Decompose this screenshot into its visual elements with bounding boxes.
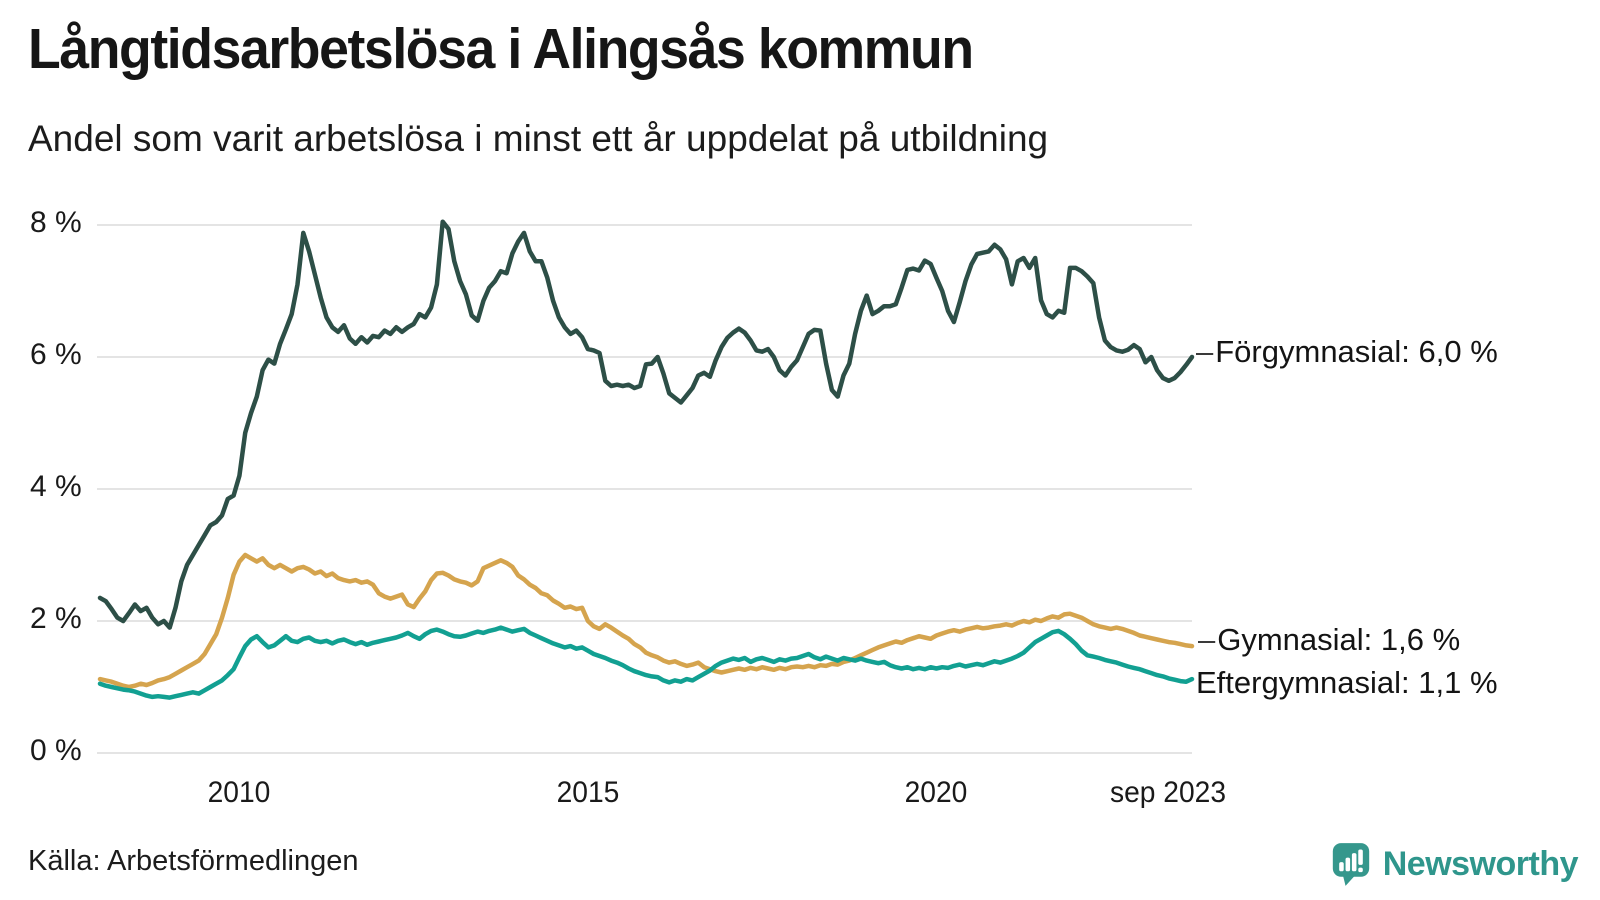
series-end-label-text: Förgymnasial: 6,0 % <box>1215 334 1498 369</box>
series-end-label-forgymnasial: –Förgymnasial: 6,0 % <box>1196 334 1498 370</box>
series-end-label-eftergymnasial: Eftergymnasial: 1,1 % <box>1194 665 1498 701</box>
series-line-förgymnasial <box>97 219 1195 630</box>
y-axis-tick-label: 0 % <box>30 734 82 767</box>
newsworthy-logo-icon <box>1332 843 1369 886</box>
series-end-label-text: Eftergymnasial: 1,1 % <box>1196 665 1498 700</box>
source-attribution: Källa: Arbetsförmedlingen <box>28 845 359 877</box>
y-axis-tick-label: 8 % <box>30 206 82 239</box>
series-end-label-text: Gymnasial: 1,6 % <box>1217 622 1461 657</box>
label-connector-dash: – <box>1196 334 1214 369</box>
series-line-eftergymnasial <box>97 625 1195 700</box>
series-end-label-gymnasial: –Gymnasial: 1,6 % <box>1198 622 1460 658</box>
label-connector-dash: – <box>1198 622 1216 657</box>
x-axis-tick-label: 2015 <box>556 776 620 809</box>
y-axis-tick-label: 2 % <box>30 602 82 635</box>
series-line-gymnasial <box>97 552 1195 690</box>
y-axis-tick-label: 6 % <box>30 338 82 371</box>
newsworthy-logo-text: Newsworthy <box>1382 844 1579 883</box>
x-axis-tick-label: 2020 <box>905 776 968 809</box>
y-axis-tick-label: 4 % <box>30 470 82 503</box>
x-axis-tick-label: 2010 <box>208 776 271 809</box>
x-axis-tick-label: sep 2023 <box>1109 776 1227 809</box>
chart-title: Långtidsarbetslösa i Alingsås kommun <box>28 17 974 81</box>
newsworthy-logo: Newsworthy <box>1331 840 1579 888</box>
chart-subtitle: Andel som varit arbetslösa i minst ett å… <box>28 118 1049 159</box>
